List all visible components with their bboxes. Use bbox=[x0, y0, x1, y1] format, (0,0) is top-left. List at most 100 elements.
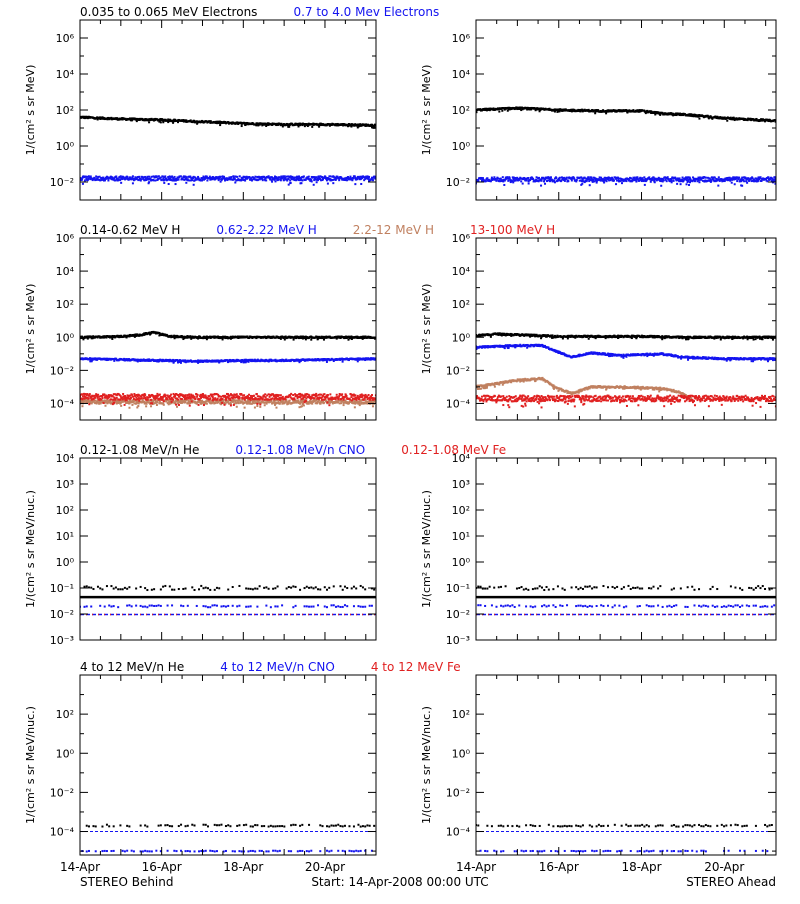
data-point bbox=[644, 184, 646, 186]
data-point bbox=[236, 406, 238, 408]
data-point bbox=[554, 181, 556, 183]
data-point bbox=[301, 179, 303, 181]
y-tick-label: 10² bbox=[56, 104, 74, 117]
data-point bbox=[566, 177, 568, 179]
data-point bbox=[296, 176, 298, 178]
data-point bbox=[617, 177, 619, 179]
data-point bbox=[186, 176, 188, 178]
data-point bbox=[293, 339, 295, 341]
data-point bbox=[680, 183, 682, 185]
data-point bbox=[156, 401, 158, 403]
data-point bbox=[660, 185, 662, 187]
data-point bbox=[184, 401, 186, 403]
data-layer bbox=[79, 331, 377, 409]
data-point bbox=[176, 406, 178, 408]
data-point bbox=[734, 183, 736, 185]
data-point bbox=[164, 175, 166, 177]
series-black-0 bbox=[79, 331, 377, 341]
data-point bbox=[177, 179, 179, 181]
data-point bbox=[589, 184, 591, 186]
data-point bbox=[150, 399, 152, 401]
data-point bbox=[288, 126, 290, 128]
data-point bbox=[326, 361, 328, 363]
data-point bbox=[111, 338, 113, 340]
y-tick-label: 10⁰ bbox=[452, 140, 471, 153]
y-axis-label: 1/(cm² s sr MeV) bbox=[24, 65, 37, 156]
data-point bbox=[286, 400, 288, 402]
data-point bbox=[277, 179, 279, 181]
data-point bbox=[175, 404, 177, 406]
data-point bbox=[87, 398, 89, 400]
data-point bbox=[81, 179, 83, 181]
data-point bbox=[151, 176, 153, 178]
data-point bbox=[113, 360, 115, 362]
data-layer bbox=[475, 106, 777, 186]
data-point bbox=[316, 181, 318, 183]
series-black-0 bbox=[475, 106, 777, 122]
data-point bbox=[181, 398, 183, 400]
data-point bbox=[137, 405, 139, 407]
data-point bbox=[303, 404, 305, 406]
data-point bbox=[103, 394, 105, 396]
data-point bbox=[145, 405, 147, 407]
data-point bbox=[150, 405, 152, 407]
data-point bbox=[222, 338, 224, 340]
data-point bbox=[244, 180, 246, 182]
data-point bbox=[544, 183, 546, 185]
data-point bbox=[338, 179, 340, 181]
data-point bbox=[193, 184, 195, 186]
data-point bbox=[502, 176, 504, 178]
data-point bbox=[144, 176, 146, 178]
data-layer bbox=[79, 116, 377, 186]
data-point bbox=[82, 183, 84, 185]
data-point bbox=[180, 362, 182, 364]
data-point bbox=[236, 176, 238, 178]
data-point bbox=[635, 181, 637, 183]
data-point bbox=[262, 179, 264, 181]
data-point bbox=[156, 404, 158, 406]
data-point bbox=[234, 182, 236, 184]
data-point bbox=[289, 400, 291, 402]
data-point bbox=[329, 175, 331, 177]
data-point bbox=[343, 404, 345, 406]
data-point bbox=[501, 110, 503, 112]
y-tick-label: 10⁶ bbox=[452, 32, 471, 45]
data-point bbox=[351, 179, 353, 181]
data-point bbox=[509, 177, 511, 179]
data-point bbox=[323, 339, 325, 341]
data-point bbox=[726, 120, 728, 122]
data-point bbox=[238, 402, 240, 404]
data-point bbox=[368, 176, 370, 178]
data-point bbox=[223, 176, 225, 178]
data-point bbox=[736, 180, 738, 182]
y-tick-label: 10⁻² bbox=[446, 176, 470, 189]
data-point bbox=[541, 180, 543, 182]
data-point bbox=[594, 112, 596, 114]
data-point bbox=[564, 180, 566, 182]
data-point bbox=[88, 403, 90, 405]
data-point bbox=[308, 176, 310, 178]
data-point bbox=[359, 404, 361, 406]
data-point bbox=[743, 180, 745, 182]
data-point bbox=[230, 176, 232, 178]
data-point bbox=[171, 401, 173, 403]
data-point bbox=[567, 180, 569, 182]
data-point bbox=[254, 407, 256, 409]
data-point bbox=[731, 182, 733, 184]
data-point bbox=[596, 182, 598, 184]
data-point bbox=[485, 180, 487, 182]
data-point bbox=[581, 183, 583, 185]
data-point bbox=[354, 183, 356, 185]
data-point bbox=[666, 180, 668, 182]
data-point bbox=[159, 394, 161, 396]
data-point bbox=[188, 393, 190, 395]
data-point bbox=[241, 125, 243, 127]
data-point bbox=[128, 407, 130, 409]
data-point bbox=[718, 176, 720, 178]
data-point bbox=[527, 177, 529, 179]
data-point bbox=[177, 399, 179, 401]
data-point bbox=[528, 183, 530, 185]
data-point bbox=[301, 405, 303, 407]
